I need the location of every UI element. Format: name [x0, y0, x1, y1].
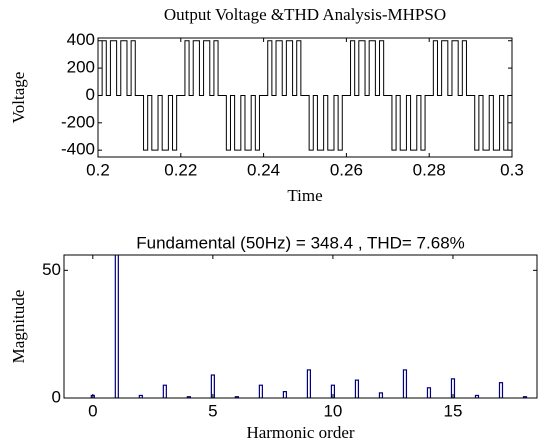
bar — [498, 382, 504, 398]
bar — [138, 394, 143, 398]
x-tick-label: 0.28 — [413, 160, 446, 179]
x-tick-label: 0.2 — [86, 160, 110, 179]
bar — [90, 394, 95, 398]
x-tick-label: 0.26 — [330, 160, 363, 179]
y-axis-label: Voltage — [9, 72, 28, 124]
bar — [378, 392, 384, 398]
bar — [426, 387, 432, 398]
bar — [306, 369, 312, 398]
y-tick-label: -200 — [61, 112, 95, 131]
waveform — [98, 40, 512, 151]
y-tick-label: 50 — [42, 260, 61, 279]
y-tick-label: 400 — [67, 30, 95, 49]
plot-area — [98, 40, 512, 151]
bar — [402, 369, 408, 398]
x-tick-label: 0.24 — [247, 160, 280, 179]
y-tick-label: -400 — [61, 140, 95, 159]
bar — [474, 394, 480, 398]
bar — [282, 391, 287, 398]
axes-box — [63, 254, 538, 399]
x-tick-label: 0.22 — [164, 160, 197, 179]
bar — [354, 379, 360, 398]
y-tick-label: 200 — [67, 58, 95, 77]
bar — [162, 384, 167, 398]
plot-area — [90, 255, 528, 398]
bar — [330, 384, 336, 398]
chart-title: Fundamental (50Hz) = 348.4 , THD= 7.68% — [136, 233, 465, 252]
x-tick-label: 10 — [323, 401, 342, 420]
x-axis-label: Harmonic order — [246, 423, 354, 442]
bar — [114, 255, 119, 398]
y-tick-label: 0 — [86, 85, 95, 104]
axes-box — [97, 37, 513, 158]
chart-title: Output Voltage &THD Analysis-MHPSO — [164, 5, 446, 24]
y-tick-label: 0 — [52, 387, 61, 406]
x-axis-label: Time — [287, 186, 322, 205]
bar — [258, 384, 263, 398]
y-axis-label: Magnitude — [9, 290, 28, 364]
x-tick-label: 15 — [444, 401, 463, 420]
x-tick-label: 0.3 — [500, 160, 524, 179]
x-tick-label: 0 — [88, 401, 97, 420]
x-tick-label: 5 — [208, 401, 217, 420]
